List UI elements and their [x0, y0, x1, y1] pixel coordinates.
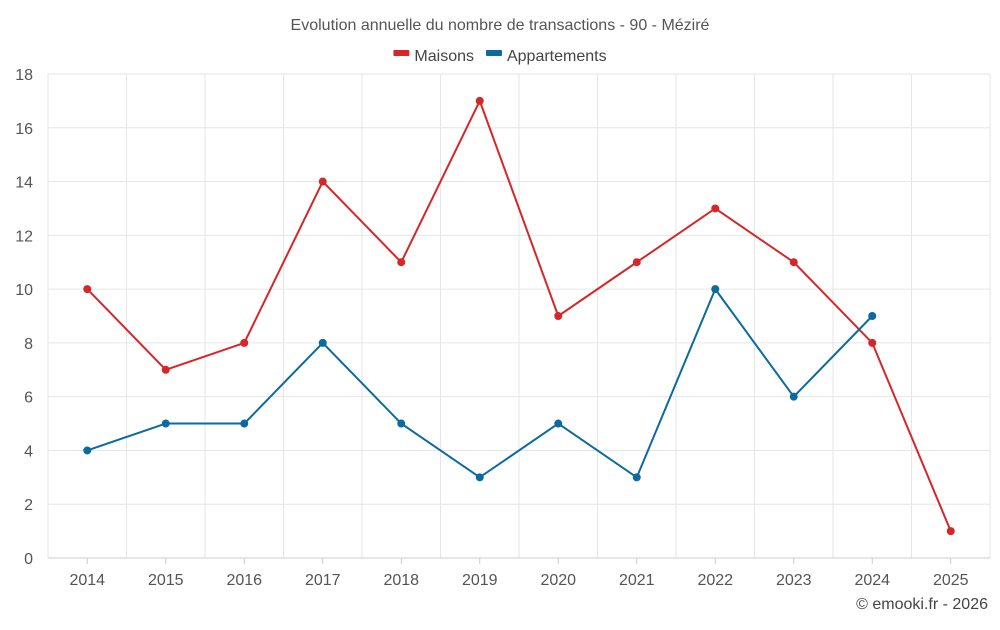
data-point — [868, 312, 877, 320]
credit-text: © emooki.fr - 2026 — [856, 596, 988, 613]
data-point — [83, 446, 92, 455]
x-tick-label: 2016 — [226, 572, 262, 589]
x-tick-label: 2024 — [854, 572, 890, 589]
x-tick-label: 2025 — [933, 572, 969, 589]
y-tick-label: 14 — [15, 175, 33, 192]
legend-label: Appartements — [507, 48, 607, 65]
data-point — [868, 338, 877, 347]
x-tick-label: 2020 — [540, 572, 576, 589]
legend-label: Maisons — [414, 48, 474, 65]
data-point — [554, 419, 563, 428]
x-tick-label: 2023 — [776, 572, 812, 589]
grid — [47, 73, 991, 559]
y-tick-label: 2 — [24, 497, 33, 514]
data-point — [475, 473, 484, 482]
data-point — [789, 392, 798, 401]
y-tick-label: 8 — [24, 336, 33, 353]
x-tick-label: 2018 — [383, 572, 419, 589]
y-tick-label: 4 — [24, 443, 33, 460]
x-tick-label: 2022 — [697, 572, 733, 589]
legend-swatch — [393, 50, 410, 56]
series-group — [83, 96, 955, 536]
data-point — [554, 312, 563, 320]
series-appartements — [83, 285, 877, 482]
data-point — [711, 285, 720, 294]
legend-item-appartements: Appartements — [485, 48, 607, 65]
x-tick-label: 2021 — [619, 572, 655, 589]
data-point — [789, 258, 798, 267]
y-tick-label: 12 — [15, 228, 33, 245]
data-point — [475, 96, 484, 105]
data-point — [632, 473, 641, 482]
data-point — [83, 285, 92, 294]
data-point — [240, 338, 249, 347]
y-tick-label: 10 — [15, 282, 33, 299]
y-tick-label: 0 — [24, 551, 33, 568]
data-point — [161, 419, 170, 428]
x-tick-label: 2015 — [148, 572, 184, 589]
data-point — [632, 258, 641, 267]
y-tick-label: 6 — [24, 390, 33, 407]
data-point — [711, 204, 720, 213]
legend: Maisons Appartements — [393, 48, 607, 65]
series-maisons — [83, 96, 955, 536]
data-point — [240, 419, 249, 428]
series-line — [86, 99, 952, 533]
data-point — [318, 338, 327, 347]
x-axis: 2014 2015 2016 2017 2018 2019 2020 2021 2022 2023… — [69, 558, 969, 589]
x-tick-label: 2019 — [462, 572, 498, 589]
legend-item-maisons: Maisons — [393, 48, 474, 65]
x-tick-label: 2017 — [305, 572, 341, 589]
y-tick-label: 16 — [15, 121, 33, 138]
legend-swatch — [485, 50, 502, 56]
data-point — [318, 177, 327, 186]
x-tick-label: 2014 — [69, 572, 105, 589]
data-point — [397, 258, 406, 267]
data-point — [946, 527, 955, 536]
chart-title: Evolution annuelle du nombre de transact… — [291, 17, 710, 34]
y-tick-label: 18 — [15, 67, 33, 84]
data-point — [397, 419, 406, 428]
y-axis: 0 2 4 6 8 10 12 14 16 18 — [15, 67, 33, 568]
data-point — [161, 365, 170, 374]
